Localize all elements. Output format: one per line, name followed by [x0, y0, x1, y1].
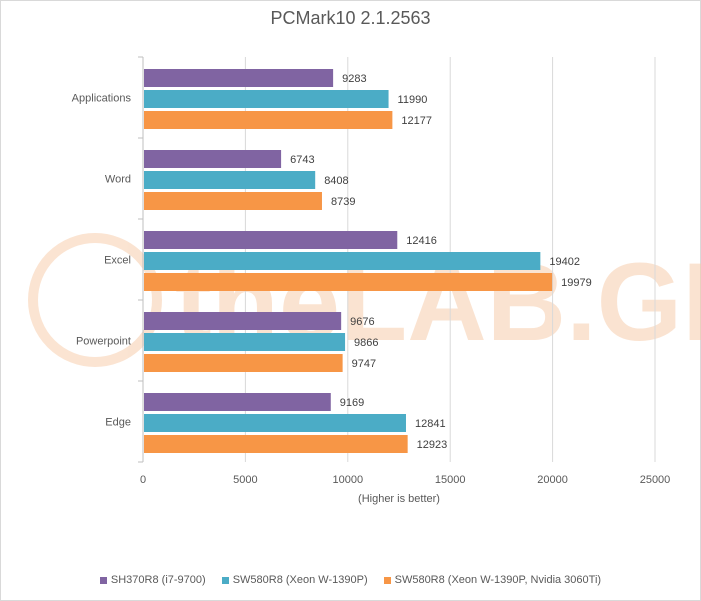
legend-item-1: SH370R8 (i7-9700)	[99, 572, 206, 588]
category-label-word: Word	[105, 174, 131, 186]
bar-edge-series-3	[144, 435, 408, 453]
data-label-excel-series-3: 19979	[561, 277, 592, 289]
x-tick-label-4: 20000	[537, 474, 568, 486]
x-tick-label-2: 10000	[333, 474, 364, 486]
bar-powerpoint-series-1	[144, 312, 342, 330]
data-label-excel-series-2: 19402	[549, 256, 580, 268]
bar-powerpoint-series-2	[144, 333, 346, 351]
legend-swatch-1	[99, 576, 107, 584]
bar-edge-series-2	[144, 414, 406, 432]
legend-swatch-2	[221, 576, 229, 584]
bar-powerpoint-series-3	[144, 354, 343, 372]
data-label-word-series-1: 6743	[290, 154, 314, 166]
legend-label-2: SW580R8 (Xeon W-1390P)	[232, 574, 368, 586]
watermark-circle	[28, 233, 162, 367]
data-label-excel-series-1: 12416	[406, 235, 437, 247]
data-label-powerpoint-series-3: 9747	[352, 358, 376, 370]
data-label-applications-series-3: 12177	[401, 115, 432, 127]
data-label-applications-series-2: 11990	[398, 94, 428, 106]
x-tick-label-5: 25000	[640, 474, 671, 486]
data-label-powerpoint-series-2: 9866	[354, 337, 378, 349]
x-tick-label-1: 5000	[233, 474, 257, 486]
bar-word-series-2	[144, 171, 316, 189]
chart-title: PCMark10 2.1.2563	[270, 8, 431, 28]
legend-item-3: SW580R8 (Xeon W-1390P, Nvidia 3060Ti)	[383, 572, 602, 588]
legend-label-1: SH370R8 (i7-9700)	[110, 574, 206, 586]
data-label-edge-series-3: 12923	[417, 439, 448, 451]
data-label-powerpoint-series-1: 9676	[350, 316, 374, 328]
bar-excel-series-1	[144, 231, 398, 249]
category-label-powerpoint: Powerpoint	[76, 336, 131, 348]
bar-excel-series-2	[144, 252, 541, 270]
data-label-word-series-2: 8408	[324, 175, 348, 187]
chart-legend: SH370R8 (i7-9700) SW580R8 (Xeon W-1390P)…	[0, 572, 701, 588]
bar-applications-series-2	[144, 90, 389, 108]
x-axis-title: (Higher is better)	[358, 493, 440, 505]
x-tick-label-3: 15000	[435, 474, 466, 486]
bar-word-series-3	[144, 192, 322, 210]
bar-applications-series-3	[144, 111, 393, 129]
x-tick-label-0: 0	[140, 474, 146, 486]
data-label-edge-series-1: 9169	[340, 397, 364, 409]
bar-applications-series-1	[144, 69, 334, 87]
bar-excel-series-3	[144, 273, 553, 291]
category-label-excel: Excel	[104, 255, 131, 267]
data-label-applications-series-1: 9283	[342, 73, 366, 85]
bar-word-series-1	[144, 150, 282, 168]
bar-edge-series-1	[144, 393, 331, 411]
legend-swatch-3	[383, 576, 391, 584]
legend-item-2: SW580R8 (Xeon W-1390P)	[221, 572, 368, 588]
legend-label-3: SW580R8 (Xeon W-1390P, Nvidia 3060Ti)	[394, 574, 602, 586]
data-label-word-series-3: 8739	[331, 196, 355, 208]
category-label-applications: Applications	[72, 93, 132, 105]
category-label-edge: Edge	[105, 417, 131, 429]
data-label-edge-series-2: 12841	[415, 418, 446, 430]
